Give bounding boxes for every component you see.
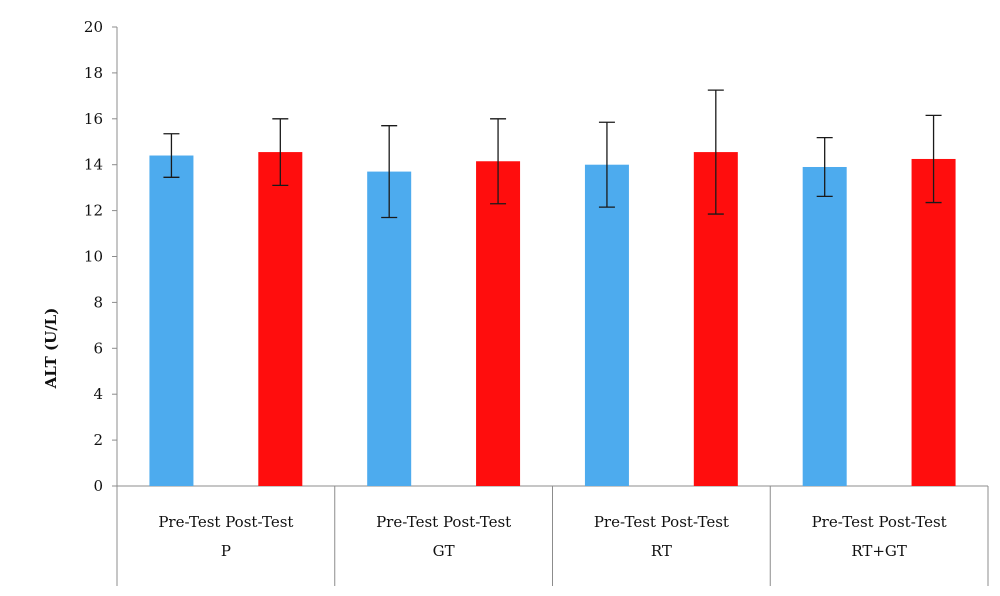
error-bars [163,89,942,219]
bar [258,152,303,486]
category-label: Pre-Test Post-Test [376,513,511,531]
group-label: GT [433,542,455,560]
y-tick-label: 2 [93,431,103,449]
y-tick-label: 12 [84,202,103,220]
y-tick-label: 0 [93,477,103,495]
y-tick-label: 4 [93,385,103,403]
bar [911,158,956,486]
y-tick-label: 20 [84,18,103,36]
y-tick-label: 6 [93,339,103,357]
category-label: Pre-Test Post-Test [594,513,729,531]
y-axis-title-group: ALT (U/L) [42,308,60,390]
labels: 0 2 4 6 8 10 12 14 16 18 20 Pre-Test Post-Test P Pre-… [84,18,947,560]
bars [149,152,956,486]
group-label: P [221,542,231,560]
bar [476,161,521,486]
y-tick-label: 8 [93,293,103,311]
y-tick-label: 10 [84,248,103,266]
group-label: RT [651,542,672,560]
category-label: Pre-Test Post-Test [158,513,293,531]
category-label: Pre-Test Post-Test [812,513,947,531]
y-tick-label: 16 [84,110,103,128]
bar [802,166,847,486]
bar [149,155,194,486]
bar [367,171,412,486]
y-tick-label: 14 [84,156,103,174]
y-tick-label: 18 [84,64,103,82]
y-axis-title: ALT (U/L) [42,308,60,390]
group-label: RT+GT [851,542,907,560]
axes [112,26,989,586]
bar [584,164,629,486]
